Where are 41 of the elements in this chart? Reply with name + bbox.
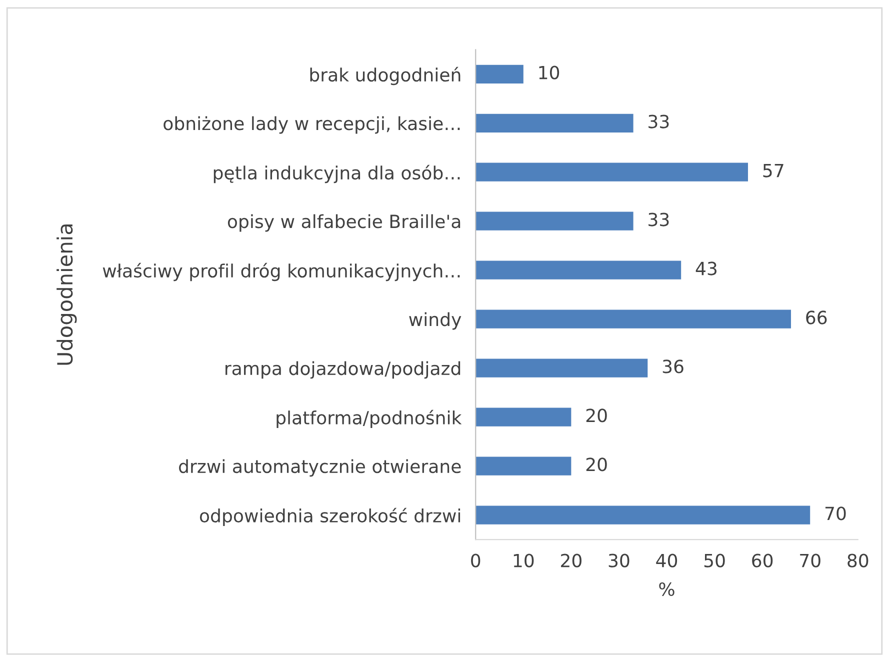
y-tick-label: platforma/podnośnik xyxy=(276,410,462,428)
bar xyxy=(476,408,572,426)
y-tick-label: rampa dojazdowa/podjazd xyxy=(226,361,460,379)
x-tick-label: 80 xyxy=(848,554,868,568)
bar xyxy=(476,456,572,476)
y-axis-title: Udogodnienia xyxy=(56,224,77,365)
x-tick-label: 40 xyxy=(656,554,678,568)
data-label: 70 xyxy=(825,506,846,520)
bar xyxy=(476,114,634,132)
bar xyxy=(476,260,682,280)
x-tick-label: 60 xyxy=(752,554,773,568)
bar xyxy=(476,162,748,182)
y-tick-label: windy xyxy=(409,312,462,330)
bar xyxy=(476,310,791,328)
data-label: 36 xyxy=(662,360,684,374)
data-label: 10 xyxy=(539,66,560,80)
y-tick-label: właściwy profil dróg komunikacyjnych… xyxy=(102,262,460,282)
y-tick-label: drzwi automatycznie otwierane xyxy=(179,459,461,477)
bar xyxy=(476,358,648,378)
x-tick-label: 70 xyxy=(800,554,820,568)
data-label: 43 xyxy=(696,262,716,276)
x-tick-label: 20 xyxy=(561,554,582,568)
data-label: 20 xyxy=(586,408,607,422)
y-tick-label: odpowiednia szerokość drzwi xyxy=(200,508,460,526)
data-label: 57 xyxy=(763,164,784,178)
bar xyxy=(476,212,634,230)
x-tick-label: 30 xyxy=(608,554,630,568)
data-label: 33 xyxy=(648,212,669,226)
data-label: 33 xyxy=(648,114,669,128)
x-tick-label: 10 xyxy=(514,554,534,568)
y-tick-label: brak udogodnień xyxy=(310,66,460,86)
x-tick-label: 0 xyxy=(471,554,480,568)
y-tick-label: opisy w alfabecie Braille'a xyxy=(228,214,460,232)
y-tick-label: pętla indukcyjna dla osób… xyxy=(214,164,460,184)
y-tick-label: obniżone lady w recepcji, kasie… xyxy=(164,116,460,134)
data-label: 20 xyxy=(586,458,607,472)
bar xyxy=(476,506,810,524)
x-axis-title: % xyxy=(659,582,674,596)
x-tick-label: 50 xyxy=(704,554,725,568)
bar xyxy=(476,64,524,84)
data-label: 66 xyxy=(806,310,827,324)
